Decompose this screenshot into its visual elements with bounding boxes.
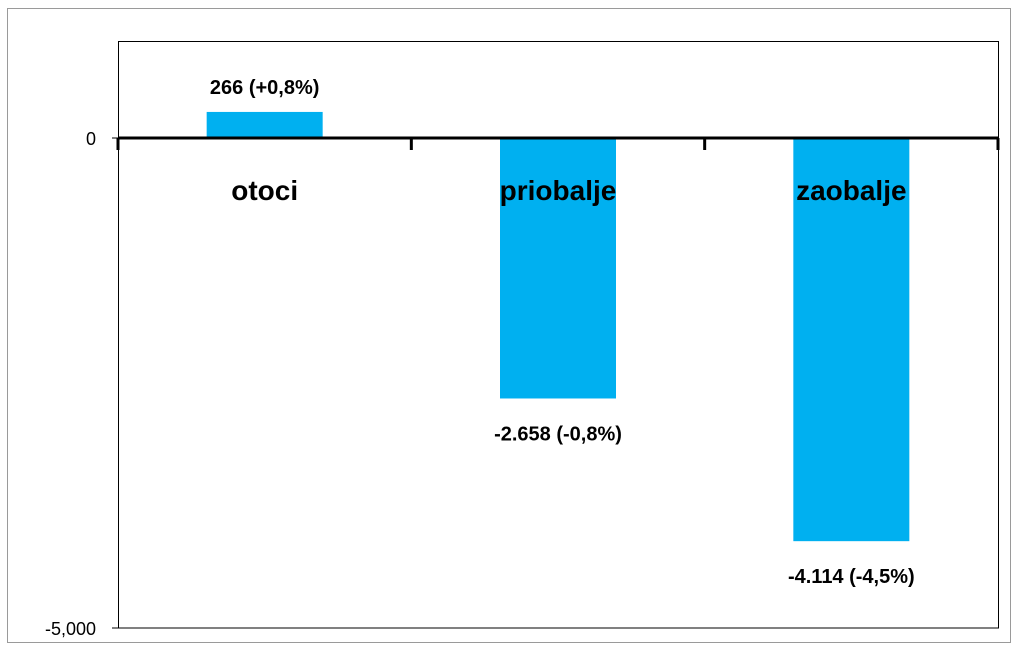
category-label-priobalje: priobalje — [500, 175, 617, 206]
y-tick-label: -5,000 — [45, 619, 96, 639]
y-tick-label: 0 — [86, 129, 96, 149]
bar-zaobalje — [793, 138, 910, 542]
data-label-zaobalje: -4.114 (-4,5%) — [788, 566, 915, 588]
category-label-zaobalje: zaobalje — [796, 175, 906, 206]
bar-otoci — [206, 111, 323, 138]
category-label-otoci: otoci — [231, 175, 298, 206]
data-label-otoci: 266 (+0,8%) — [210, 77, 320, 99]
bar-priobalje — [500, 138, 616, 399]
plot-area-border — [118, 41, 999, 629]
plot-area: 0 -5,000 otoci priobalje zaobalje 266 (+0,8%)… — [45, 41, 1000, 639]
data-label-priobalje: -2.658 (-0,8%) — [494, 423, 622, 445]
